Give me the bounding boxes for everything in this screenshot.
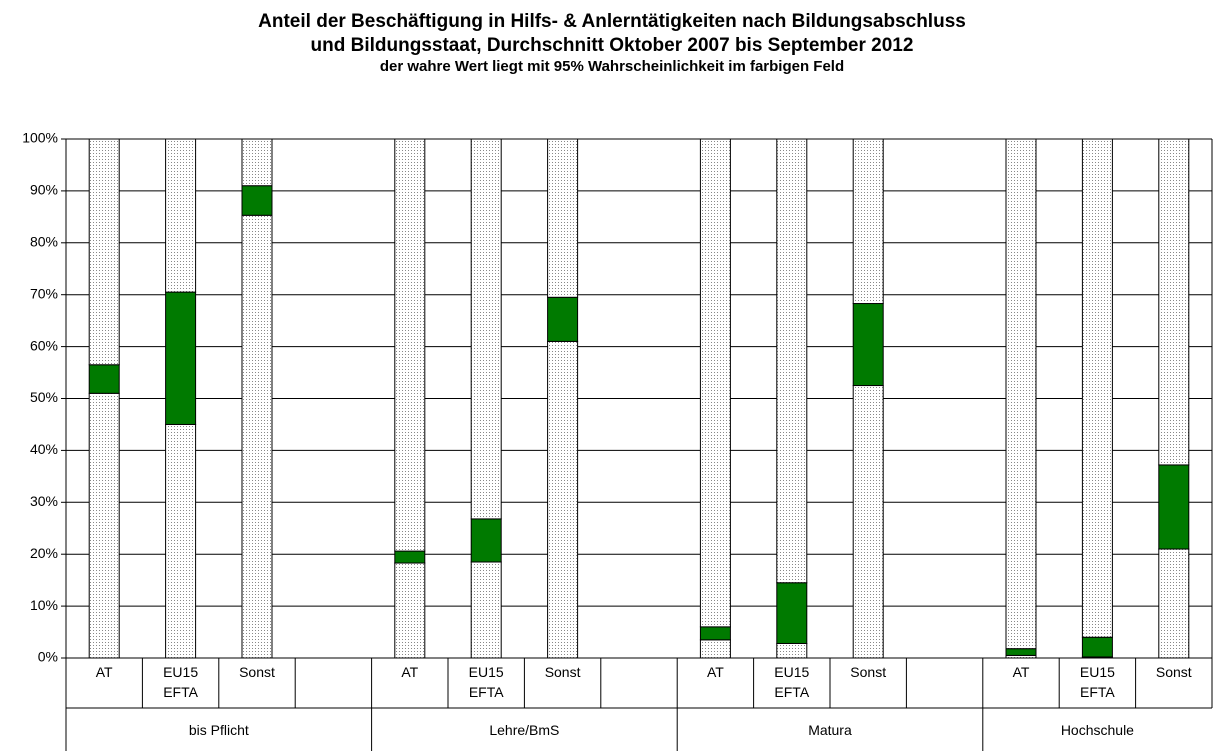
bar-segment	[241, 214, 273, 659]
bar-segment	[165, 291, 197, 425]
bar-segment	[547, 138, 579, 298]
bar-segment	[852, 303, 884, 387]
chart-subtitle: der wahre Wert liegt mit 95% Wahrscheinl…	[379, 58, 845, 75]
bar-segment	[776, 582, 808, 644]
bar-segment	[241, 185, 273, 216]
bar-segment	[1158, 138, 1190, 466]
bar-segment	[470, 518, 502, 563]
bar-segment	[88, 138, 120, 366]
group-label: Lehre/BmS	[489, 722, 560, 738]
bar-segment	[1158, 464, 1190, 550]
bar-segment	[1005, 648, 1037, 656]
bar-segment	[547, 296, 579, 342]
bar-segment	[88, 392, 120, 659]
bar-segment	[1005, 138, 1037, 650]
x-tick-label: Sonst	[850, 664, 887, 680]
y-tick-label: 0%	[38, 649, 58, 665]
x-tick-label: AT	[706, 664, 724, 680]
bar-segment	[1081, 138, 1113, 638]
bar-segment	[699, 626, 731, 641]
bar-segment	[776, 642, 808, 659]
y-tick-label: 100%	[22, 130, 58, 146]
group-label: Hochschule	[1060, 722, 1134, 738]
x-tick-label: EU15 EFTA	[774, 664, 810, 700]
bar-segment	[852, 385, 884, 659]
group-label: bis Pflicht	[188, 722, 249, 738]
y-tick-label: 30%	[30, 493, 58, 509]
bar-segment	[88, 364, 120, 394]
x-tick-label: EU15 EFTA	[1079, 664, 1115, 700]
bar-segment	[165, 423, 197, 659]
y-tick-label: 60%	[30, 337, 58, 353]
bar-segment	[470, 138, 502, 520]
x-tick-label: EU15 EFTA	[163, 664, 199, 700]
x-tick-label: EU15 EFTA	[468, 664, 504, 700]
x-tick-label: AT	[95, 664, 113, 680]
bar-segment	[241, 138, 273, 187]
bar-segment	[699, 138, 731, 628]
bar-segment	[852, 138, 884, 305]
bar-segment	[776, 138, 808, 584]
x-tick-label: Sonst	[239, 664, 275, 680]
bar-segment	[1158, 548, 1190, 659]
chart-title: Anteil der Beschäftigung in Hilfs- & Anl…	[258, 11, 966, 56]
y-tick-label: 40%	[30, 441, 58, 457]
bar-segment	[394, 550, 426, 564]
bar-segment	[470, 561, 502, 659]
y-tick-label: 20%	[30, 545, 58, 561]
y-tick-label: 10%	[30, 597, 58, 613]
bar-segment	[394, 562, 426, 659]
x-tick-label: Sonst	[544, 664, 581, 680]
bar-segment	[165, 138, 197, 293]
y-tick-label: 80%	[30, 234, 58, 250]
x-tick-label: Sonst	[1155, 664, 1192, 680]
y-tick-label: 50%	[30, 389, 58, 405]
y-tick-label: 70%	[30, 285, 58, 301]
bar-segment	[1081, 636, 1113, 658]
group-label: Matura	[808, 722, 852, 738]
y-tick-label: 90%	[30, 182, 58, 198]
bar-segment	[394, 138, 426, 552]
x-tick-label: AT	[1012, 664, 1030, 680]
x-tick-label: AT	[401, 664, 419, 680]
bar-segment	[699, 639, 731, 659]
bar-segment	[547, 340, 579, 659]
